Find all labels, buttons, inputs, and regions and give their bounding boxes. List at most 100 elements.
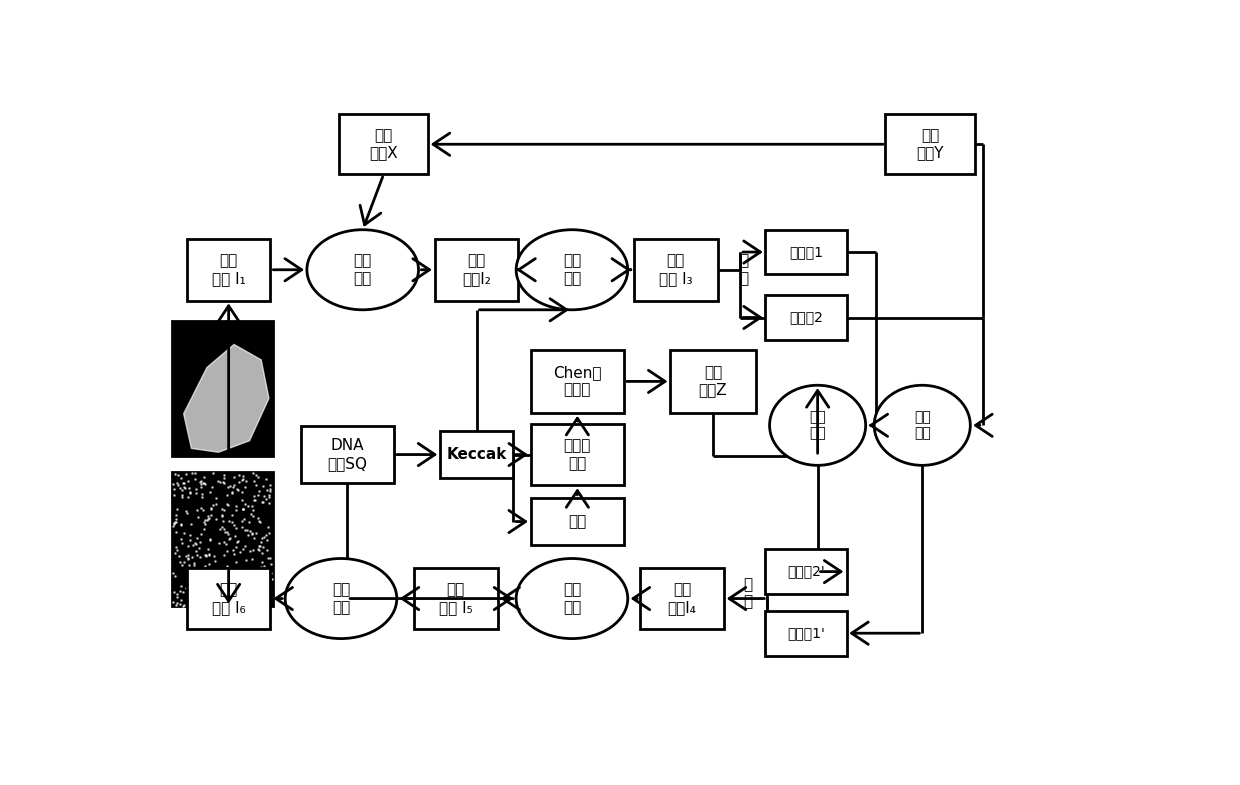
Point — [195, 560, 215, 572]
Point — [164, 517, 184, 529]
Point — [164, 517, 184, 530]
Point — [193, 476, 213, 489]
Point — [243, 528, 263, 540]
Point — [167, 477, 187, 490]
Point — [212, 575, 232, 587]
Point — [262, 573, 281, 586]
Point — [233, 473, 253, 486]
Point — [216, 538, 236, 550]
Point — [247, 469, 267, 481]
Point — [182, 466, 202, 479]
Point — [181, 592, 201, 604]
Point — [258, 581, 278, 593]
Point — [210, 476, 229, 489]
Point — [213, 549, 233, 561]
Point — [195, 514, 215, 527]
Point — [166, 515, 186, 528]
Point — [234, 586, 254, 599]
Point — [205, 550, 224, 563]
Point — [200, 549, 219, 561]
Point — [229, 588, 249, 601]
Point — [228, 476, 248, 488]
Ellipse shape — [874, 385, 971, 466]
Point — [254, 570, 274, 582]
Point — [182, 550, 202, 563]
Point — [180, 534, 200, 546]
Bar — [531, 350, 624, 413]
Point — [223, 592, 243, 604]
Point — [260, 552, 280, 564]
Point — [171, 532, 191, 545]
Point — [206, 491, 226, 504]
Text: 划
分: 划 分 — [739, 254, 749, 286]
Point — [187, 531, 207, 544]
Point — [233, 503, 253, 516]
Point — [174, 555, 193, 568]
Bar — [640, 568, 724, 630]
Point — [226, 556, 246, 568]
Point — [200, 486, 219, 498]
Point — [244, 475, 264, 487]
Point — [196, 550, 216, 562]
Point — [166, 540, 186, 553]
Point — [174, 481, 193, 494]
Point — [205, 567, 224, 579]
Bar — [765, 550, 847, 594]
Point — [226, 530, 246, 542]
Point — [216, 582, 236, 594]
Point — [165, 483, 185, 495]
Point — [228, 484, 248, 496]
Point — [190, 598, 210, 611]
Point — [191, 550, 211, 563]
Bar — [634, 239, 718, 301]
Point — [198, 542, 218, 555]
Point — [234, 513, 254, 525]
Ellipse shape — [308, 230, 419, 310]
Point — [174, 600, 193, 612]
Point — [167, 597, 187, 609]
Point — [253, 547, 273, 560]
Point — [185, 579, 205, 591]
Point — [222, 485, 242, 498]
Point — [215, 476, 234, 489]
Point — [201, 502, 221, 515]
Point — [234, 598, 254, 611]
Point — [258, 552, 278, 564]
Point — [228, 566, 248, 579]
Text: 像素
替代: 像素 替代 — [563, 582, 582, 615]
Point — [170, 598, 190, 611]
Point — [198, 574, 218, 586]
Point — [244, 532, 264, 545]
Point — [227, 576, 247, 589]
Point — [241, 569, 260, 582]
Point — [188, 582, 208, 594]
Point — [169, 550, 188, 563]
Point — [219, 533, 239, 546]
Point — [174, 527, 193, 539]
Point — [249, 484, 269, 497]
Point — [188, 569, 208, 582]
Point — [239, 524, 259, 537]
Point — [217, 488, 237, 501]
Point — [224, 547, 244, 560]
Point — [193, 477, 213, 490]
Point — [226, 500, 246, 513]
Point — [181, 517, 201, 530]
Point — [198, 593, 218, 606]
Point — [239, 546, 259, 558]
Point — [228, 593, 248, 605]
Point — [181, 575, 201, 587]
Point — [215, 503, 234, 516]
Point — [200, 533, 219, 546]
Point — [186, 593, 206, 606]
Point — [165, 570, 185, 582]
Point — [212, 593, 232, 605]
Point — [169, 479, 188, 491]
Point — [221, 480, 241, 492]
Point — [226, 521, 246, 534]
Point — [227, 535, 247, 548]
Bar — [531, 424, 624, 485]
Point — [180, 528, 200, 541]
Point — [186, 538, 206, 550]
Point — [212, 509, 232, 521]
